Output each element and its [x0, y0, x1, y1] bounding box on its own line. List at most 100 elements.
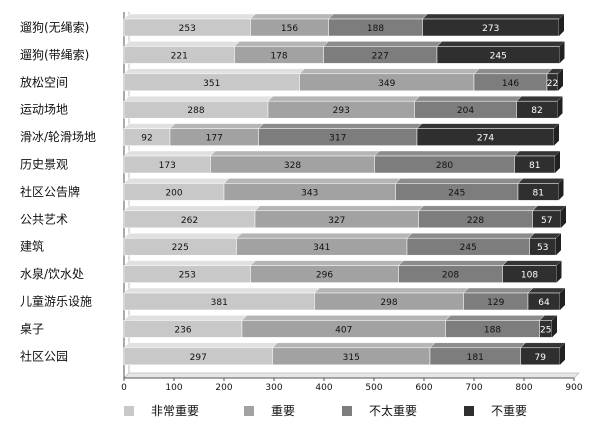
bar-top-face [436, 41, 565, 47]
bar-side-face [559, 41, 565, 64]
data-label: 343 [301, 188, 318, 198]
x-tick-label: 100 [165, 383, 182, 393]
category-label: 社区公园 [20, 348, 68, 363]
bar-top-face [406, 232, 535, 239]
bar-top-face [473, 68, 553, 75]
x-tick-label: 900 [565, 383, 582, 393]
chart-floor [123, 372, 580, 379]
bars-layer: 253 156 188 273 221 178 227 245 351 349 146 22 288 29… [123, 13, 567, 366]
legend-swatch [124, 406, 134, 416]
data-label: 208 [442, 271, 459, 281]
data-label: 227 [372, 51, 389, 61]
bar-top-face [414, 95, 522, 102]
bar-side-face [558, 68, 563, 91]
x-tick-label: 800 [515, 383, 532, 393]
legend-swatch [464, 406, 474, 416]
x-tick-label: 700 [465, 383, 482, 393]
bar-top-face [323, 41, 443, 47]
bar-side-face [559, 14, 564, 36]
x-tick-label: 600 [415, 383, 432, 393]
data-label: 327 [328, 216, 345, 226]
bar-top-face [258, 123, 423, 129]
x-tick-label: 0 [121, 383, 127, 393]
bar-top-face [514, 150, 561, 157]
data-label: 245 [460, 243, 477, 253]
legend-label: 不太重要 [369, 403, 417, 418]
x-tick-label: 200 [215, 383, 232, 393]
bar-top-face [516, 95, 563, 102]
data-label: 245 [490, 51, 507, 61]
data-label: 25 [540, 325, 551, 335]
bar-top-face [123, 123, 176, 129]
bar-top-face [395, 178, 524, 184]
data-label: 273 [482, 24, 499, 34]
x-tick-label: 500 [365, 383, 382, 393]
bar-top-face [241, 315, 451, 321]
data-label: 262 [181, 216, 198, 226]
bar-side-face [557, 96, 563, 119]
data-label: 181 [467, 353, 484, 363]
data-label: 22 [547, 79, 558, 89]
data-label: 315 [343, 353, 360, 363]
bar-top-face [123, 68, 305, 75]
data-label: 381 [211, 298, 228, 308]
data-label: 188 [484, 325, 501, 335]
bar-top-face [314, 287, 469, 294]
legend-label: 重要 [271, 404, 295, 418]
bar-top-face [299, 68, 480, 75]
bar-top-face [422, 13, 565, 20]
category-label: 水泉/饮水处 [20, 267, 84, 281]
data-label: 317 [329, 134, 346, 144]
data-label: 407 [335, 325, 352, 335]
legend-swatch [342, 406, 352, 416]
bar-top-face [236, 232, 413, 239]
data-label: 351 [203, 79, 220, 89]
legend-label: 不重要 [491, 404, 527, 418]
data-label: 64 [538, 298, 550, 308]
category-labels: 遛狗(无绳索) 遛狗(带绳索) 放松空间运动场地滑冰/轮滑场地历史景观社区公告牌公共… [20, 21, 96, 364]
data-label: 236 [174, 325, 191, 335]
data-label: 253 [179, 271, 196, 281]
data-label: 280 [436, 161, 453, 171]
bar-top-face [169, 123, 264, 129]
bar-side-face [556, 233, 561, 256]
data-label: 274 [477, 134, 494, 144]
bar-top-face [429, 342, 526, 348]
category-label: 历史景观 [20, 158, 68, 172]
bar-top-face [328, 13, 428, 20]
data-label: 245 [448, 188, 465, 198]
data-label: 225 [172, 243, 189, 253]
bar-top-face [123, 41, 240, 47]
data-label: 82 [531, 106, 542, 116]
bar-top-face [123, 287, 320, 294]
bar-side-face [560, 342, 565, 365]
data-label: 200 [165, 188, 182, 198]
legend-label: 非常重要 [151, 404, 199, 418]
legend: 非常重要 重要 不太重要 不重要 [124, 403, 527, 418]
bar-top-face [254, 205, 424, 212]
category-label: 放松空间 [20, 74, 68, 89]
data-label: 81 [529, 161, 540, 171]
bar-top-face [250, 260, 404, 266]
bar-top-face [272, 342, 436, 348]
bar-side-face [554, 123, 559, 146]
data-label: 146 [502, 79, 519, 89]
bar-top-face [123, 95, 274, 102]
bar-top-face [123, 13, 256, 20]
data-label: 129 [487, 298, 504, 308]
data-label: 188 [367, 24, 384, 34]
data-label: 173 [159, 161, 176, 171]
data-label: 79 [535, 353, 547, 363]
data-label: 92 [141, 134, 152, 144]
bar-top-face [527, 287, 566, 294]
bar-top-face [123, 205, 261, 212]
x-tick-labels: 0 100 200 300 400 500 600 700 800 900 [121, 383, 583, 393]
category-label: 桌子 [20, 322, 44, 336]
bar-top-face [520, 342, 566, 348]
x-tick-label: 300 [265, 383, 282, 393]
category-label: 社区公告牌 [20, 184, 80, 199]
data-label: 108 [521, 271, 538, 281]
bar-top-face [517, 178, 564, 184]
bar-top-face [463, 287, 534, 294]
data-label: 228 [467, 216, 484, 226]
